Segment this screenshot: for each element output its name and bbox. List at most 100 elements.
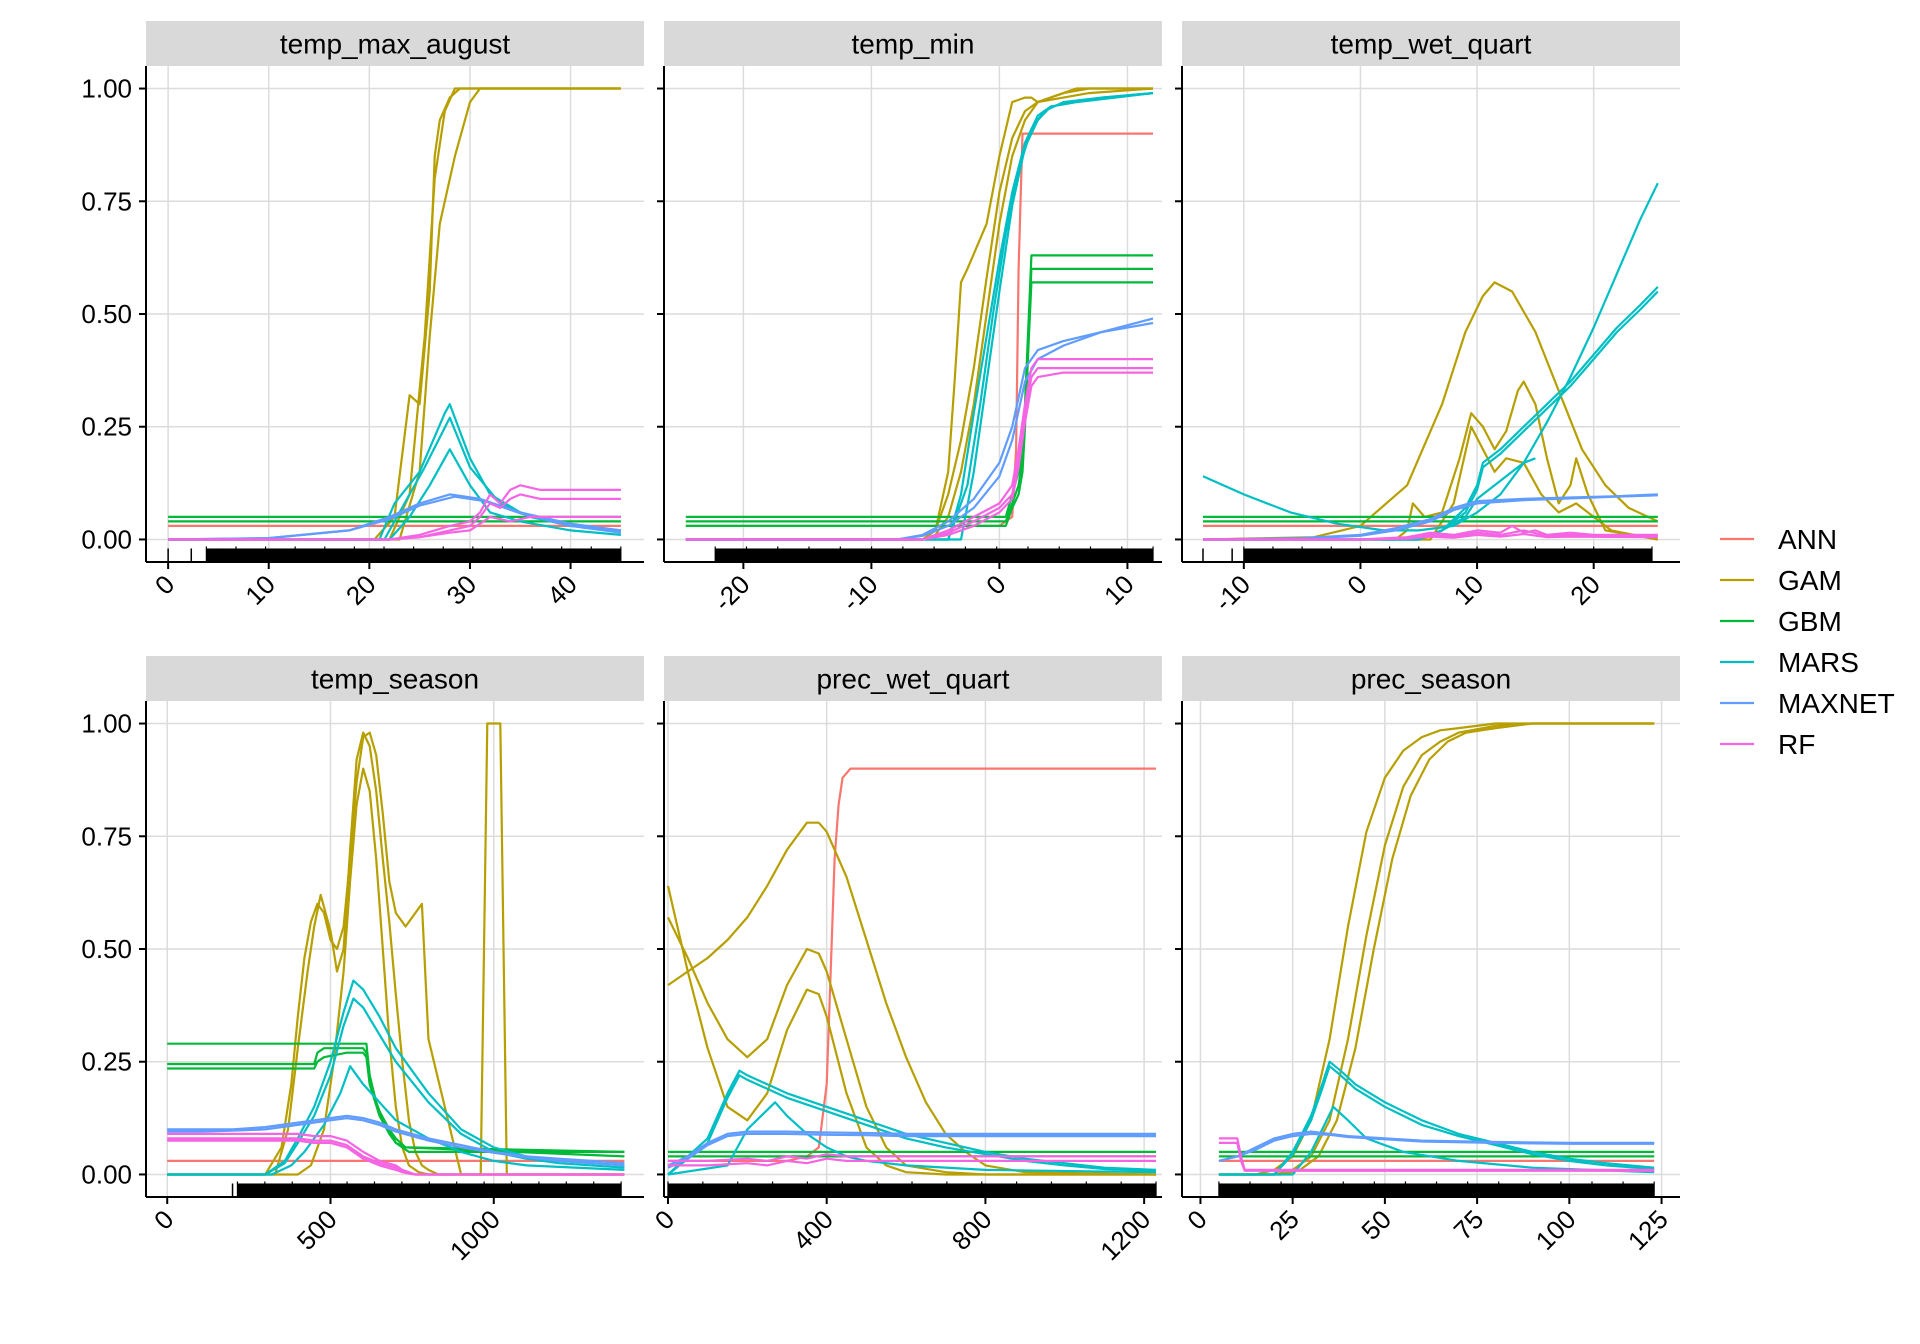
x-tick-label: 0 (980, 569, 1011, 600)
series-line-mars (167, 1065, 625, 1176)
facet-panels: temp_max_august 0.00 0.25 0.50 0.75 1.00 0 10 20… (81, 21, 1680, 1266)
y-tick-label: 0.50 (81, 934, 132, 964)
series-line-gam (1203, 425, 1659, 541)
x-tick-label: -10 (1208, 569, 1256, 617)
series-line-gbm (167, 1047, 625, 1153)
y-tick-label: 0.50 (81, 299, 132, 329)
series-line-rf (1218, 1141, 1655, 1172)
rug (231, 1181, 622, 1197)
y-tick-label: 0.75 (81, 186, 132, 216)
panel-title: temp_season (311, 664, 479, 695)
grid (1182, 701, 1680, 1197)
series-line-maxnet (167, 1116, 625, 1167)
panel-title: prec_wet_quart (816, 664, 1009, 695)
y-tick-label: 0.25 (81, 1047, 132, 1077)
panel-title: temp_max_august (280, 29, 511, 60)
rug (714, 546, 1154, 562)
rug (1218, 1181, 1655, 1197)
series-line-gam (1218, 722, 1655, 1176)
x-tick-label: 40 (541, 569, 583, 611)
panel-temp-max-august: temp_max_august 0.00 0.25 0.50 0.75 1.00 0 10 20… (81, 21, 644, 611)
series-line-rf (685, 358, 1153, 541)
y-tick-label: 0.00 (81, 524, 132, 554)
series-line-gam (168, 87, 621, 541)
series-line-rf (168, 515, 621, 541)
x-tick-label: 25 (1263, 1204, 1305, 1246)
legend-label: ANN (1778, 524, 1837, 555)
series-line-gam (1202, 281, 1659, 541)
strip-temp-wet-quart (1182, 21, 1680, 66)
series-line-maxnet (667, 1132, 1156, 1169)
series-lines (685, 87, 1154, 541)
strip-temp-max-august (146, 21, 644, 66)
x-tick-label: -10 (836, 569, 884, 617)
series-line-maxnet (1202, 494, 1658, 541)
x-tick-label: 50 (1355, 1204, 1397, 1246)
legend-label: GAM (1778, 565, 1842, 596)
series-lines (1202, 182, 1659, 541)
x-tick-label: 30 (441, 569, 483, 611)
series-line-gam (1203, 380, 1658, 541)
series-line-rf (668, 1157, 1156, 1167)
legend-item-gbm: GBM (1720, 606, 1842, 637)
x-tick-label: 10 (1448, 569, 1490, 611)
panel-prec-season: prec_season 0 25 50 75 100 125 (1175, 656, 1680, 1256)
legend-label: MAXNET (1778, 688, 1895, 719)
y-tick-label: 0.75 (81, 821, 132, 851)
series-line-ann (685, 132, 1153, 528)
series-line-rf (1203, 524, 1658, 541)
series-line-maxnet (667, 1130, 1156, 1167)
x-tick-label: 20 (1564, 569, 1606, 611)
series-line-gam (666, 885, 1156, 1176)
x-tick-label: 400 (787, 1204, 839, 1256)
panel-temp-min: temp_min -20 -10 0 10 (657, 21, 1162, 617)
y-tick-label: 0.00 (81, 1159, 132, 1189)
x-tick-label: 0 (649, 1204, 680, 1235)
series-line-rf (1203, 532, 1658, 541)
panel-temp-wet-quart: temp_wet_quart -10 0 10 20 (1175, 21, 1680, 617)
grid (1182, 66, 1680, 562)
x-tick-label: 0 (1181, 1204, 1212, 1235)
grid (146, 66, 644, 562)
rug (1202, 546, 1653, 562)
series-lines (666, 767, 1157, 1176)
y-tick-label: 0.25 (81, 412, 132, 442)
series-line-gam (167, 767, 625, 1176)
series-line-mars (167, 979, 625, 1176)
x-tick-label: -20 (708, 569, 756, 617)
series-lines (167, 722, 625, 1176)
x-tick-label: 100 (1530, 1204, 1582, 1256)
series-line-rf (668, 1153, 1156, 1163)
series-line-gbm (167, 1051, 625, 1158)
x-tick-label: 800 (946, 1204, 998, 1256)
legend-label: MARS (1778, 647, 1859, 678)
panel-prec-wet-quart: prec_wet_quart 0 400 800 1200 (649, 656, 1162, 1266)
x-tick-label: 20 (340, 569, 382, 611)
series-line-gam (667, 821, 1157, 1176)
panel-title: temp_min (852, 29, 975, 60)
series-line-rf (685, 371, 1153, 541)
series-line-mars (1218, 1065, 1655, 1176)
series-line-mars (1218, 1105, 1655, 1176)
y-tick-label: 1.00 (81, 709, 132, 739)
strip-prec-season (1182, 656, 1680, 701)
series-line-gam (667, 916, 1156, 1176)
rug (167, 546, 622, 562)
legend-item-ann: ANN (1720, 524, 1837, 555)
x-tick-label: 0 (1341, 569, 1372, 600)
x-tick-label: 500 (291, 1204, 343, 1256)
series-line-rf (685, 367, 1153, 541)
x-tick-label: 125 (1622, 1204, 1674, 1256)
series-line-maxnet (1218, 1132, 1655, 1162)
panel-title: temp_wet_quart (1331, 29, 1532, 60)
series-lines (1218, 722, 1655, 1176)
series-line-maxnet (167, 1114, 625, 1165)
legend-item-gam: GAM (1720, 565, 1842, 596)
series-line-gam (685, 87, 1154, 541)
strip-temp-min (664, 21, 1162, 66)
strip-prec-wet-quart (664, 656, 1162, 701)
legend-label: GBM (1778, 606, 1842, 637)
series-line-gbm (685, 281, 1153, 528)
legend-label: RF (1778, 729, 1815, 760)
